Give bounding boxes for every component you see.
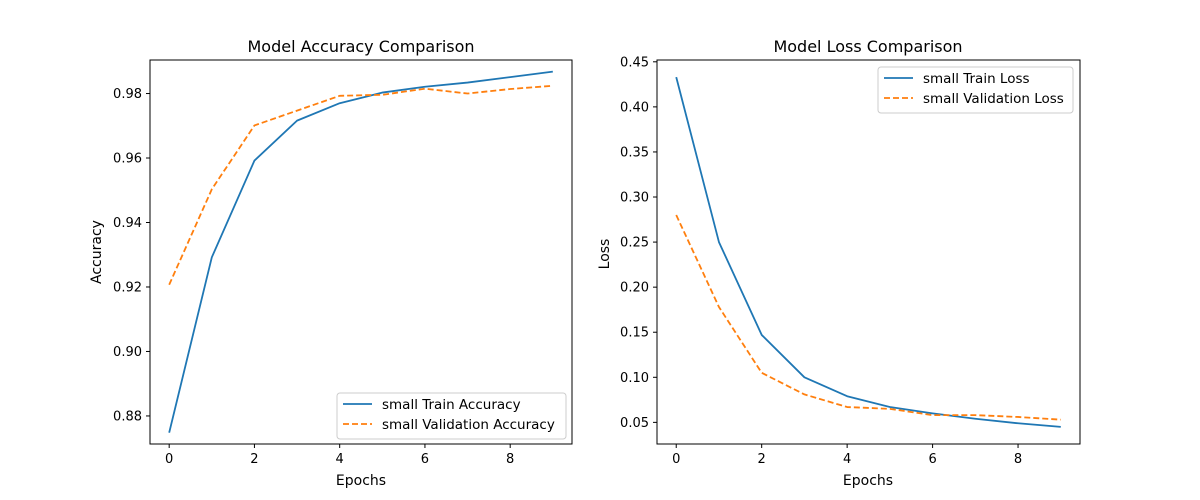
accuracy-y-tick-label: 0.96: [113, 152, 142, 167]
loss-x-tick-label: 8: [1014, 452, 1022, 467]
loss-x-tick-label: 4: [843, 452, 851, 467]
loss-y-tick-label: 0.20: [620, 281, 649, 296]
loss-legend-validation-label: small Validation Loss: [923, 91, 1064, 107]
accuracy-legend-train-label: small Train Accuracy: [382, 397, 521, 413]
accuracy-x-tick-label: 8: [506, 452, 514, 467]
accuracy-x-tick-label: 0: [165, 452, 173, 467]
accuracy-y-tick-label: 0.92: [113, 280, 142, 295]
accuracy-x-tick-label: 4: [336, 452, 344, 467]
loss-x-axis-label: Epochs: [843, 473, 893, 489]
loss-y-tick-label: 0.35: [620, 145, 649, 160]
loss-chart-title: Model Loss Comparison: [773, 37, 962, 56]
accuracy-chart-title: Model Accuracy Comparison: [247, 37, 474, 56]
loss-y-tick-label: 0.45: [620, 55, 649, 70]
accuracy-x-tick-label: 2: [250, 452, 258, 467]
loss-y-tick-label: 0.40: [620, 100, 649, 115]
loss-x-tick-label: 2: [758, 452, 766, 467]
accuracy-legend-validation-label: small Validation Accuracy: [382, 417, 555, 433]
accuracy-y-tick-label: 0.88: [113, 409, 142, 424]
loss-y-tick-label: 0.15: [620, 326, 649, 341]
loss-y-tick-label: 0.25: [620, 236, 649, 251]
loss-chart: Model Loss Comparison Epochs Loss small …: [597, 37, 1081, 489]
accuracy-plot-frame: [149, 59, 573, 445]
loss-plot-frame: [656, 59, 1081, 445]
loss-legend-train-label: small Train Loss: [923, 71, 1030, 87]
loss-y-tick-label: 0.10: [620, 371, 649, 386]
loss-x-tick-label: 0: [672, 452, 680, 467]
accuracy-y-tick-label: 0.94: [113, 216, 142, 231]
accuracy-train-line: [168, 70, 553, 433]
loss-train-line: [675, 76, 1061, 428]
accuracy-x-axis-label: Epochs: [336, 473, 386, 489]
accuracy-validation-line: [168, 84, 553, 286]
loss-legend: small Train Loss small Validation Loss: [877, 66, 1074, 114]
loss-x-tick-label: 6: [928, 452, 936, 467]
loss-y-tick-label: 0.30: [620, 191, 649, 206]
loss-validation-line: [675, 214, 1061, 421]
accuracy-chart: Model Accuracy Comparison Epochs Accurac…: [89, 37, 573, 489]
accuracy-y-axis-label: Accuracy: [89, 220, 105, 284]
loss-legend-box: [877, 66, 1074, 114]
loss-y-axis-label: Loss: [597, 239, 613, 270]
loss-y-tick-label: 0.05: [620, 416, 649, 431]
accuracy-legend: small Train Accuracy small Validation Ac…: [336, 392, 567, 440]
accuracy-y-tick-label: 0.90: [113, 345, 142, 360]
accuracy-x-tick-label: 6: [421, 452, 429, 467]
accuracy-legend-box: [336, 392, 567, 440]
accuracy-y-tick-label: 0.98: [113, 87, 142, 102]
